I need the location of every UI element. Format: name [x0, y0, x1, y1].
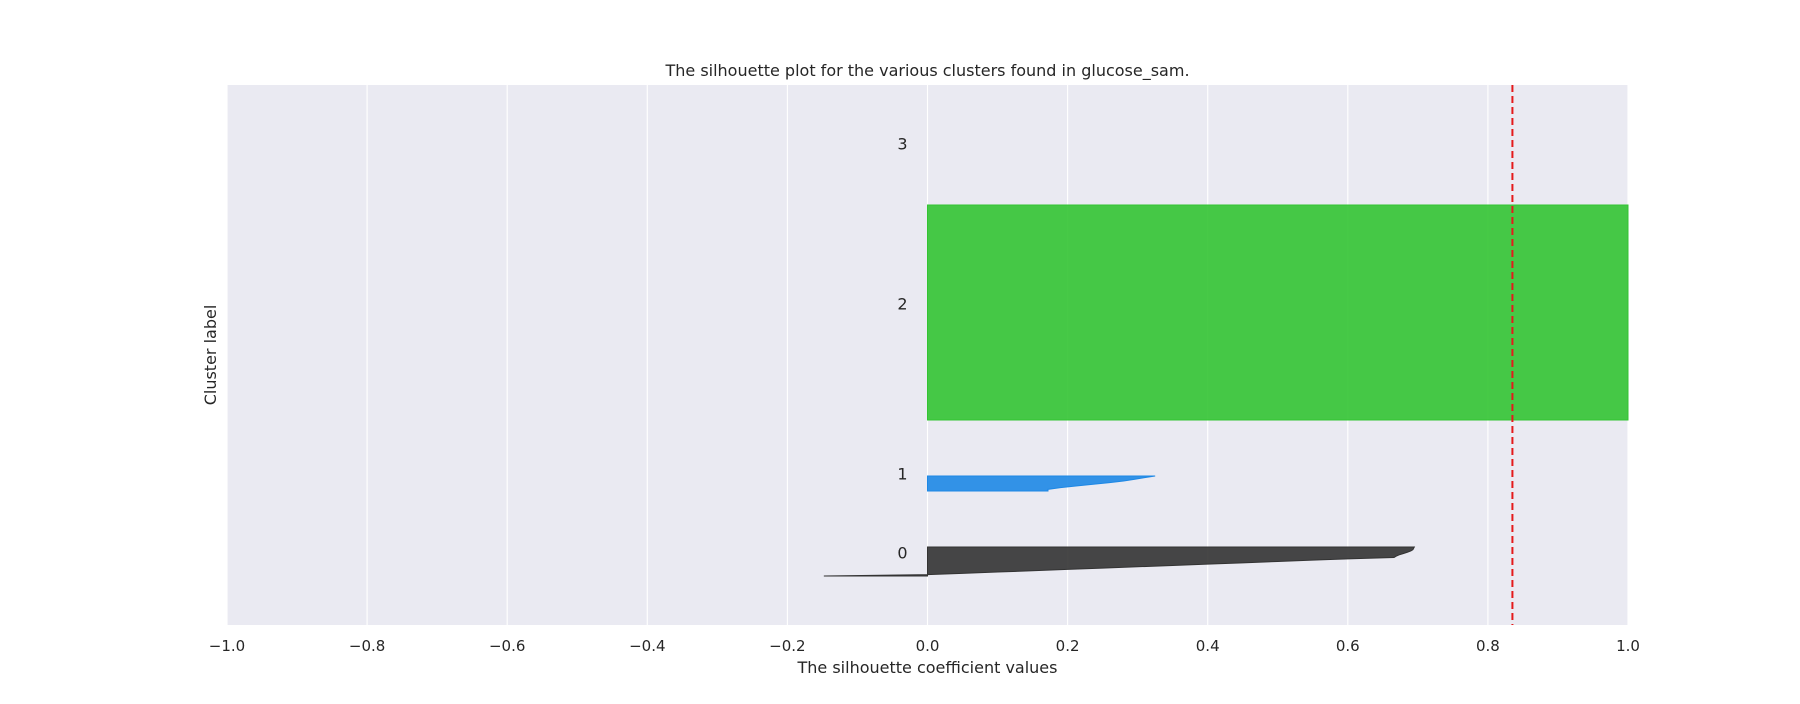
x-tick-label: −0.2	[769, 637, 805, 655]
x-axis-label: The silhouette coefficient values	[797, 658, 1058, 677]
y-axis-label: Cluster label	[201, 305, 220, 406]
x-tick-label: 0.4	[1196, 637, 1220, 655]
x-tick-label: −0.6	[489, 637, 525, 655]
x-tick-label: −0.4	[629, 637, 665, 655]
cluster-label-2: 2	[897, 295, 907, 314]
x-tick-label: 1.0	[1616, 637, 1640, 655]
cluster-labels: 0 1 2 3	[897, 135, 907, 563]
x-tick-label: 0.2	[1056, 637, 1080, 655]
chart-title: The silhouette plot for the various clus…	[664, 61, 1189, 81]
x-tick-label: 0.8	[1476, 637, 1500, 655]
x-tick-labels: −1.0 −0.8 −0.6 −0.4 −0.2 0.0 0.2 0.4 0.6 0.8 1.0	[209, 637, 1640, 655]
x-tick-label: 0.6	[1336, 637, 1360, 655]
cluster-label-1: 1	[897, 465, 907, 484]
cluster-label-0: 0	[897, 544, 907, 563]
x-tick-label: −0.8	[349, 637, 385, 655]
cluster-label-3: 3	[897, 135, 907, 154]
cluster-silhouettes	[823, 204, 1629, 577]
cluster-silhouette-2	[927, 204, 1629, 421]
x-tick-label: −1.0	[209, 637, 245, 655]
cluster-silhouette-0	[823, 546, 1416, 577]
cluster-silhouette-1	[927, 475, 1156, 492]
x-tick-label: 0.0	[916, 637, 940, 655]
